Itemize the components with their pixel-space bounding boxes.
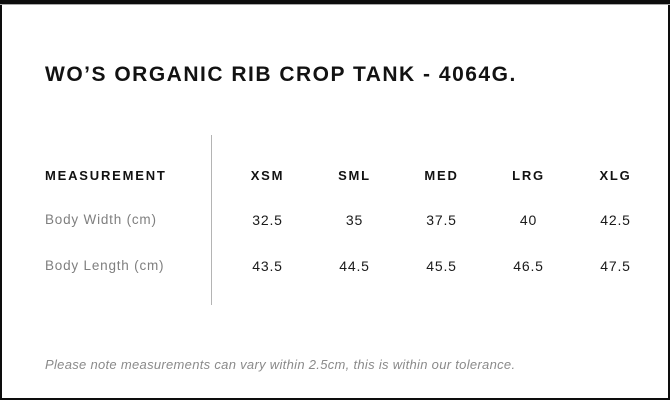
column-header-xlg: XLG [599,168,632,183]
column-header-sml: SML [338,168,371,183]
table-row-body-length: Body Length (cm) 43.5 44.5 45.5 46.5 47.… [45,259,659,273]
column-header-measurement: MEASUREMENT [45,168,167,183]
body-width-lrg-value: 40 [519,212,538,228]
body-width-xlg-value: 42.5 [600,212,631,228]
row-label-body-width: Body Width (cm) [45,212,157,228]
body-length-lrg-value: 46.5 [513,258,544,274]
column-header-med: MED [424,168,459,183]
product-title: WO’S ORGANIC RIB CROP TANK - 4064G. [45,63,517,87]
tolerance-note: Please note measurements can vary within… [45,357,516,372]
body-length-xsm-value: 43.5 [252,258,283,274]
column-header-lrg: LRG [512,168,545,183]
body-width-med-value: 37.5 [426,212,457,228]
column-header-xsm: XSM [250,168,285,183]
body-length-med-value: 45.5 [426,258,457,274]
body-width-sml-value: 35 [345,212,364,228]
body-length-xlg-value: 47.5 [600,258,631,274]
table-row-body-width: Body Width (cm) 32.5 35 37.5 40 42.5 [45,213,659,227]
body-width-xsm-value: 32.5 [252,212,283,228]
body-length-sml-value: 44.5 [339,258,370,274]
row-label-body-length: Body Length (cm) [45,258,165,274]
table-column-divider [211,135,212,305]
size-table-header-row: MEASUREMENT XSM SML MED LRG XLG [45,169,659,182]
